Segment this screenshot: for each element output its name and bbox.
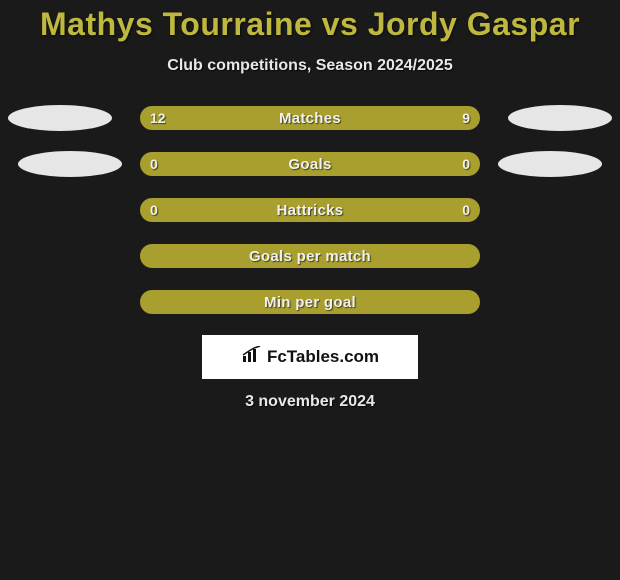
player2-value: 9 bbox=[462, 110, 470, 126]
stat-row-goals-per-match: Goals per match bbox=[0, 243, 620, 269]
stat-row-matches: 12 Matches 9 bbox=[0, 105, 620, 131]
stat-label: Hattricks bbox=[277, 202, 344, 219]
player2-value: 0 bbox=[462, 156, 470, 172]
player1-value: 12 bbox=[150, 110, 166, 126]
stat-label: Matches bbox=[279, 110, 341, 127]
stat-row-min-per-goal: Min per goal bbox=[0, 289, 620, 315]
stat-row-hattricks: 0 Hattricks 0 bbox=[0, 197, 620, 223]
brand-name: FcTables.com bbox=[267, 347, 379, 367]
stat-bar: 12 Matches 9 bbox=[140, 106, 480, 130]
date-label: 3 november 2024 bbox=[0, 393, 620, 411]
player1-marker bbox=[8, 105, 112, 131]
player1-marker bbox=[18, 151, 122, 177]
brand-logo-text: FcTables.com bbox=[241, 346, 379, 369]
comparison-card: Mathys Tourraine vs Jordy Gaspar Club co… bbox=[0, 0, 620, 411]
stat-bar: 0 Goals 0 bbox=[140, 152, 480, 176]
stat-rows: 12 Matches 9 0 Goals 0 0 bbox=[0, 105, 620, 315]
player2-value: 0 bbox=[462, 202, 470, 218]
stat-label: Min per goal bbox=[264, 294, 356, 311]
stat-bar: Min per goal bbox=[140, 290, 480, 314]
chart-icon bbox=[241, 346, 263, 369]
player1-value: 0 bbox=[150, 156, 158, 172]
brand-logo: FcTables.com bbox=[202, 335, 418, 379]
stat-row-goals: 0 Goals 0 bbox=[0, 151, 620, 177]
player1-value: 0 bbox=[150, 202, 158, 218]
stat-label: Goals bbox=[288, 156, 331, 173]
stat-label: Goals per match bbox=[249, 248, 371, 265]
stat-bar: 0 Hattricks 0 bbox=[140, 198, 480, 222]
player2-marker bbox=[508, 105, 612, 131]
player2-marker bbox=[498, 151, 602, 177]
subtitle: Club competitions, Season 2024/2025 bbox=[0, 57, 620, 75]
stat-bar: Goals per match bbox=[140, 244, 480, 268]
page-title: Mathys Tourraine vs Jordy Gaspar bbox=[0, 6, 620, 43]
